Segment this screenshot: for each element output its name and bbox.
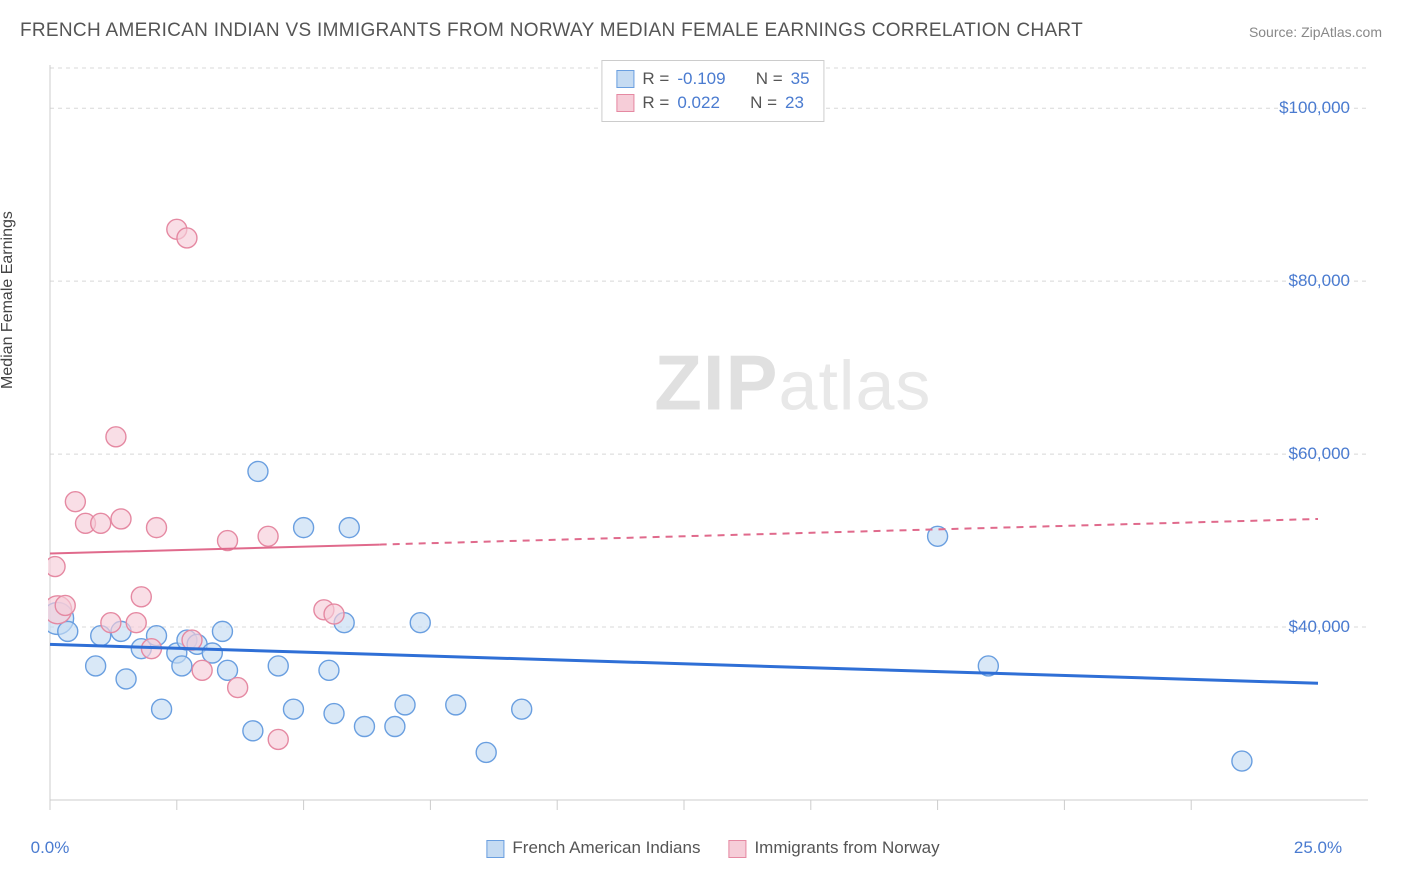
- y-tick-label: $80,000: [1289, 271, 1350, 291]
- y-tick-label: $100,000: [1279, 98, 1350, 118]
- legend-swatch: [616, 70, 634, 88]
- source-label: Source: ZipAtlas.com: [1249, 24, 1382, 40]
- y-tick-label: $40,000: [1289, 617, 1350, 637]
- legend-label: Immigrants from Norway: [754, 838, 939, 857]
- legend-item: French American Indians: [486, 838, 700, 858]
- correlation-legend: R = -0.109 N = 35 R = 0.022 N = 23: [601, 60, 824, 122]
- x-tick-label: 0.0%: [31, 838, 70, 858]
- legend-r-value: 0.022: [677, 91, 720, 115]
- legend-swatch: [616, 94, 634, 112]
- series-legend: French American Indians Immigrants from N…: [486, 838, 939, 858]
- legend-n-value: 35: [791, 67, 810, 91]
- legend-swatch: [486, 840, 504, 858]
- legend-label: French American Indians: [512, 838, 700, 857]
- y-axis-label: Median Female Earnings: [0, 211, 17, 389]
- chart-title: FRENCH AMERICAN INDIAN VS IMMIGRANTS FRO…: [20, 20, 1083, 42]
- x-tick-label: 25.0%: [1294, 838, 1342, 858]
- chart-area: ZIPatlas $40,000$60,000$80,000$100,000 0…: [48, 60, 1378, 830]
- legend-correlation-row: R = -0.109 N = 35: [616, 67, 809, 91]
- legend-correlation-row: R = 0.022 N = 23: [616, 91, 809, 115]
- legend-swatch: [728, 840, 746, 858]
- legend-n-value: 23: [785, 91, 804, 115]
- legend-r-value: -0.109: [677, 67, 725, 91]
- legend-item: Immigrants from Norway: [728, 838, 939, 858]
- scatter-plot: [48, 60, 1378, 830]
- y-tick-label: $60,000: [1289, 444, 1350, 464]
